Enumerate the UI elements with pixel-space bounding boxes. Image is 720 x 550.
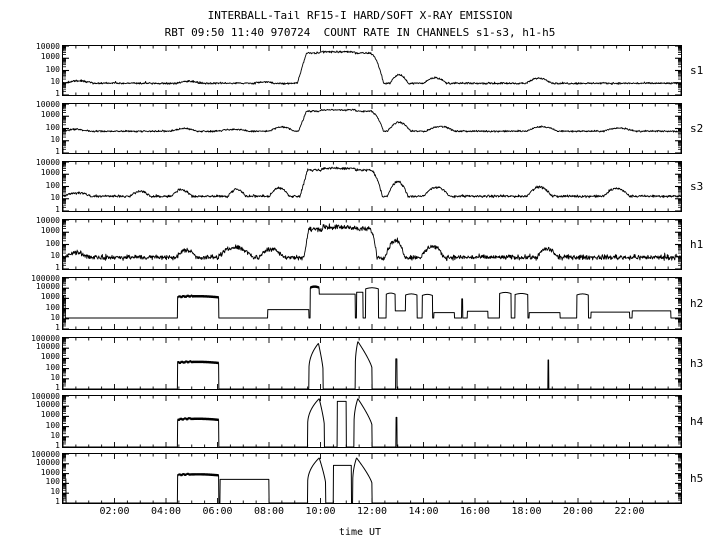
channel-label-s3: s3	[690, 179, 704, 193]
x-tick-1800: 18:00	[511, 506, 542, 517]
y-axis-labels-h2: 1 10 100 1000 10000 100000	[0, 274, 60, 332]
y-tick-s3-100: 100	[45, 180, 60, 190]
y-tick-h4-100: 100	[45, 420, 60, 430]
y-tick-h2-100000: 100000	[31, 274, 60, 283]
y-tick-h3-100: 100	[45, 362, 60, 372]
panel-s2	[62, 103, 682, 154]
y-axis-labels-s1: 1 10 100 1000 10000	[0, 42, 60, 98]
panel-s1	[62, 45, 682, 96]
y-tick-h3-100000: 100000	[31, 334, 60, 343]
panel-h3	[62, 337, 682, 390]
y-tick-s3-10: 10	[50, 192, 60, 202]
y-tick-h5-10000: 10000	[35, 457, 60, 467]
y-axis-labels-s2: 1 10 100 1000 10000	[0, 100, 60, 156]
panel-h1	[62, 219, 682, 270]
y-tick-h2-1: 1	[55, 323, 60, 332]
x-tick-0800: 08:00	[253, 506, 285, 517]
y-tick-h1-100: 100	[45, 238, 60, 248]
y-tick-h1-10: 10	[50, 250, 60, 260]
channel-label-s2: s2	[690, 121, 704, 135]
panel-h4	[62, 395, 682, 448]
y-tick-s2-100: 100	[45, 122, 60, 132]
channel-label-h2: h2	[690, 296, 704, 310]
plot-title-secondary: RBT 09:50 11:40 970724 COUNT RATE IN CHA…	[164, 26, 556, 39]
y-tick-h5-1: 1	[55, 497, 60, 506]
x-tick-1000: 10:00	[305, 506, 336, 517]
y-tick-s3-1: 1	[55, 205, 60, 214]
y-axis-labels-h5: 1 10 100 1000 10000 100000	[0, 450, 60, 506]
y-tick-h2-10000: 10000	[35, 282, 60, 292]
y-tick-s2-10: 10	[50, 134, 60, 144]
y-tick-s2-10000: 10000	[35, 100, 60, 109]
y-tick-s1-10: 10	[50, 76, 60, 86]
channel-label-s1: s1	[690, 63, 704, 77]
y-tick-h1-10000: 10000	[35, 216, 60, 225]
channel-label-h3: h3	[690, 356, 704, 370]
y-tick-h2-100: 100	[45, 302, 60, 312]
x-tick-2200: 22:00	[614, 506, 645, 517]
y-tick-s2-1000: 1000	[40, 110, 60, 120]
channel-label-h5: h5	[690, 471, 704, 485]
x-tick-1600: 16:00	[459, 506, 491, 517]
channel-label-h4: h4	[690, 414, 704, 428]
panel-h2	[62, 277, 682, 330]
x-tick-0600: 06:00	[202, 506, 233, 517]
y-tick-h4-100000: 100000	[31, 392, 60, 401]
y-tick-h5-1000: 1000	[40, 467, 60, 477]
y-tick-s3-1000: 1000	[40, 168, 60, 178]
y-tick-h4-1000: 1000	[40, 410, 60, 420]
channel-label-h1: h1	[690, 237, 704, 251]
y-tick-h5-10: 10	[50, 487, 60, 497]
y-tick-s1-1000: 1000	[40, 52, 60, 62]
y-tick-h3-1: 1	[55, 383, 60, 392]
x-tick-0400: 04:00	[150, 506, 182, 517]
y-tick-s1-10000: 10000	[35, 42, 60, 51]
panel-s3	[62, 161, 682, 212]
y-tick-h2-1000: 1000	[40, 292, 60, 302]
y-tick-h3-1000: 1000	[40, 352, 60, 362]
panel-h5	[62, 453, 682, 504]
y-axis-labels-h1: 1 10 100 1000 10000	[0, 216, 60, 272]
y-tick-h1-1: 1	[55, 263, 60, 272]
y-axis-labels-h3: 1 10 100 1000 10000 100000	[0, 334, 60, 392]
y-tick-s1-1: 1	[55, 89, 60, 98]
y-tick-h3-10: 10	[50, 372, 60, 382]
x-tick-2000: 20:00	[562, 506, 594, 517]
y-tick-h3-10000: 10000	[35, 342, 60, 352]
x-tick-0200: 02:00	[99, 506, 130, 517]
y-tick-h5-100000: 100000	[31, 450, 60, 459]
y-tick-h4-10: 10	[50, 430, 60, 440]
y-tick-h4-1: 1	[55, 441, 60, 450]
y-tick-h1-1000: 1000	[40, 226, 60, 236]
y-tick-h5-100: 100	[45, 477, 60, 487]
y-axis-labels-h4: 1 10 100 1000 10000 100000	[0, 392, 60, 450]
y-tick-s3-10000: 10000	[35, 158, 60, 167]
y-tick-h2-10: 10	[50, 312, 60, 322]
x-tick-1200: 12:00	[356, 506, 388, 517]
x-axis-title: time UT	[338, 527, 382, 538]
y-tick-h4-10000: 10000	[35, 400, 60, 410]
y-tick-s2-1: 1	[55, 147, 60, 156]
y-tick-s1-100: 100	[45, 64, 60, 74]
plot-title-primary: INTERBALL-Tail RF15-I HARD/SOFT X-RAY EM…	[207, 9, 513, 22]
x-tick-1400: 14:00	[408, 506, 439, 517]
y-axis-labels-s3: 1 10 100 1000 10000	[0, 158, 60, 214]
